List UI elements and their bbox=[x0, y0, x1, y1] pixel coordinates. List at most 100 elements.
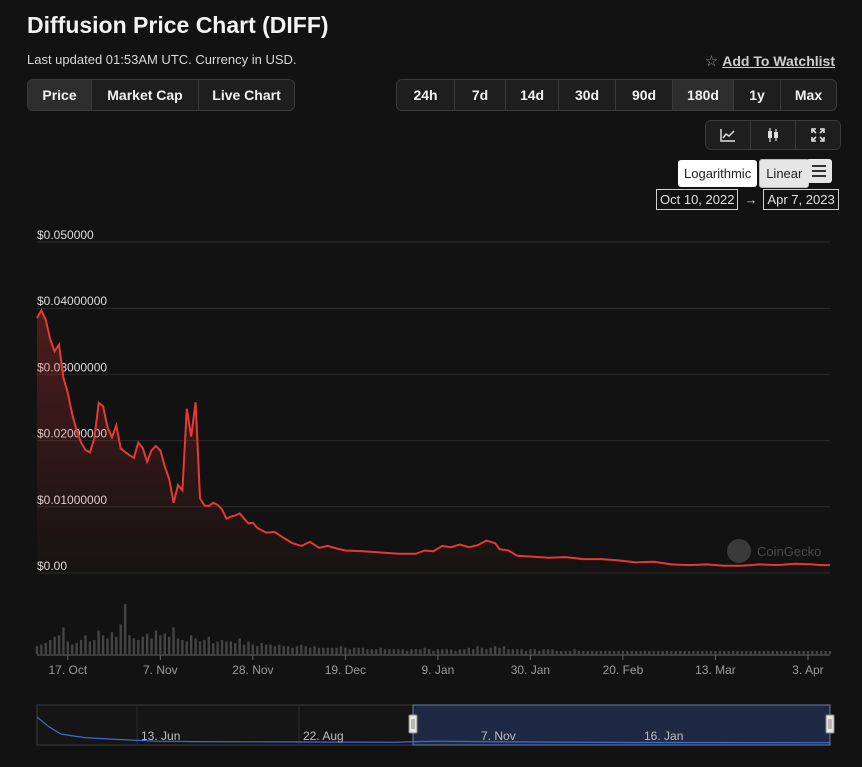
x-tick-label: 19. Dec bbox=[325, 663, 366, 677]
range-24h[interactable]: 24h bbox=[397, 80, 455, 110]
volume-bar bbox=[507, 649, 510, 654]
volume-bar bbox=[436, 649, 440, 654]
range-30d[interactable]: 30d bbox=[559, 80, 616, 110]
linear-button[interactable]: Linear bbox=[759, 159, 810, 188]
volume-bar bbox=[498, 647, 501, 654]
volume-bar bbox=[278, 644, 281, 654]
navigator-label: 7. Nov bbox=[481, 729, 516, 743]
volume-bar bbox=[344, 647, 347, 654]
tab-market-cap[interactable]: Market Cap bbox=[92, 80, 199, 110]
volume-bar bbox=[295, 646, 299, 654]
line-chart-button[interactable] bbox=[706, 121, 751, 149]
volume-bar bbox=[656, 650, 660, 654]
volume-bar bbox=[145, 633, 149, 654]
range-1y[interactable]: 1y bbox=[734, 80, 781, 110]
logarithmic-button[interactable]: Logarithmic bbox=[678, 160, 758, 187]
volume-bar bbox=[789, 650, 792, 654]
volume-bar bbox=[185, 641, 188, 654]
y-axis-ticks: $0.050000 $0.04000000 $0.03000000 $0.020000… bbox=[37, 228, 107, 573]
last-updated-text: Last updated 01:53AM UTC. Currency in US… bbox=[27, 52, 297, 67]
volume-bar bbox=[538, 650, 541, 654]
volume-bar bbox=[49, 639, 52, 654]
chart-menu-button[interactable] bbox=[806, 159, 832, 183]
volume-bar bbox=[238, 638, 241, 654]
volume-bar bbox=[229, 641, 233, 654]
volume-bar bbox=[370, 649, 374, 654]
range-max[interactable]: Max bbox=[781, 80, 836, 110]
volume-bar bbox=[718, 650, 722, 654]
volume-bar bbox=[247, 641, 250, 654]
volume-bar bbox=[423, 647, 426, 654]
x-tick-label: 30. Jan bbox=[511, 663, 550, 677]
hamburger-icon bbox=[812, 165, 826, 167]
volume-bar bbox=[824, 650, 827, 654]
date-from-input[interactable]: Oct 10, 2022 bbox=[656, 189, 739, 210]
volume-bar bbox=[84, 635, 87, 654]
volume-bar bbox=[339, 646, 343, 654]
volume-bar bbox=[40, 644, 43, 654]
volume-bar bbox=[198, 641, 202, 654]
volume-bar bbox=[159, 635, 162, 654]
x-tick-label: 20. Feb bbox=[603, 663, 644, 677]
volume-bar bbox=[648, 650, 651, 654]
volume-bar bbox=[79, 639, 83, 654]
volume-bar bbox=[212, 643, 215, 654]
range-14d[interactable]: 14d bbox=[506, 80, 559, 110]
arrow-right-icon: → bbox=[744, 192, 758, 207]
volume-bar bbox=[97, 630, 100, 654]
volume-bar bbox=[564, 650, 567, 654]
volume-bar bbox=[661, 650, 664, 654]
volume-bar bbox=[414, 649, 418, 654]
volume-bar bbox=[194, 638, 197, 654]
volume-bar bbox=[745, 650, 748, 654]
candlestick-button[interactable] bbox=[751, 121, 796, 149]
volume-bar bbox=[493, 646, 497, 654]
volume-bar bbox=[57, 635, 61, 654]
volume-bar bbox=[626, 650, 629, 654]
volume-bar bbox=[780, 650, 783, 654]
price-line bbox=[36, 307, 830, 567]
navigator-handle-right[interactable] bbox=[825, 714, 835, 734]
volume-bar bbox=[516, 649, 519, 654]
volume-bar bbox=[555, 650, 559, 654]
fullscreen-button[interactable] bbox=[796, 121, 840, 149]
navigator-label: 22. Aug bbox=[303, 729, 344, 743]
volume-bar bbox=[524, 650, 528, 654]
navigator-selection[interactable] bbox=[412, 704, 831, 746]
volume-bar bbox=[762, 650, 766, 654]
tab-price[interactable]: Price bbox=[28, 80, 92, 110]
volume-bar bbox=[529, 649, 532, 654]
volume-bar bbox=[405, 650, 409, 654]
volume-bar bbox=[679, 650, 682, 654]
volume-bar bbox=[608, 650, 611, 654]
volume-bar bbox=[88, 641, 92, 654]
volume-bar bbox=[410, 649, 413, 654]
volume-bar bbox=[590, 650, 594, 654]
volume-bar bbox=[132, 638, 136, 654]
volume-bar bbox=[586, 650, 589, 654]
volume-bar bbox=[176, 638, 180, 654]
volume-bar bbox=[353, 647, 356, 654]
chart-tools bbox=[705, 120, 841, 150]
range-7d[interactable]: 7d bbox=[455, 80, 506, 110]
volume-bar bbox=[467, 647, 470, 654]
volume-bar bbox=[683, 650, 686, 654]
tab-live-chart[interactable]: Live Chart bbox=[199, 80, 294, 110]
x-tick-label: 17. Oct bbox=[48, 663, 87, 677]
range-90d[interactable]: 90d bbox=[616, 80, 673, 110]
volume-bar bbox=[181, 639, 184, 654]
volume-bar bbox=[101, 635, 105, 654]
volume-bar bbox=[357, 647, 360, 654]
navigator-handle-left[interactable] bbox=[408, 714, 418, 734]
volume-bar bbox=[449, 649, 453, 654]
add-to-watchlist-link[interactable]: ☆ Add To Watchlist bbox=[705, 52, 835, 70]
navigator: 13. Jun 22. Aug 7. Nov 16. Jan bbox=[36, 704, 835, 746]
volume-bar bbox=[167, 636, 171, 654]
date-to-input[interactable]: Apr 7, 2023 bbox=[763, 189, 839, 210]
volume-bar bbox=[731, 650, 735, 654]
volume-bar bbox=[93, 639, 96, 654]
volume-bar bbox=[304, 646, 307, 654]
range-180d[interactable]: 180d bbox=[673, 80, 734, 110]
y-tick-label: $0.02000000 bbox=[37, 427, 107, 441]
y-tick-label: $0.03000000 bbox=[37, 360, 107, 374]
